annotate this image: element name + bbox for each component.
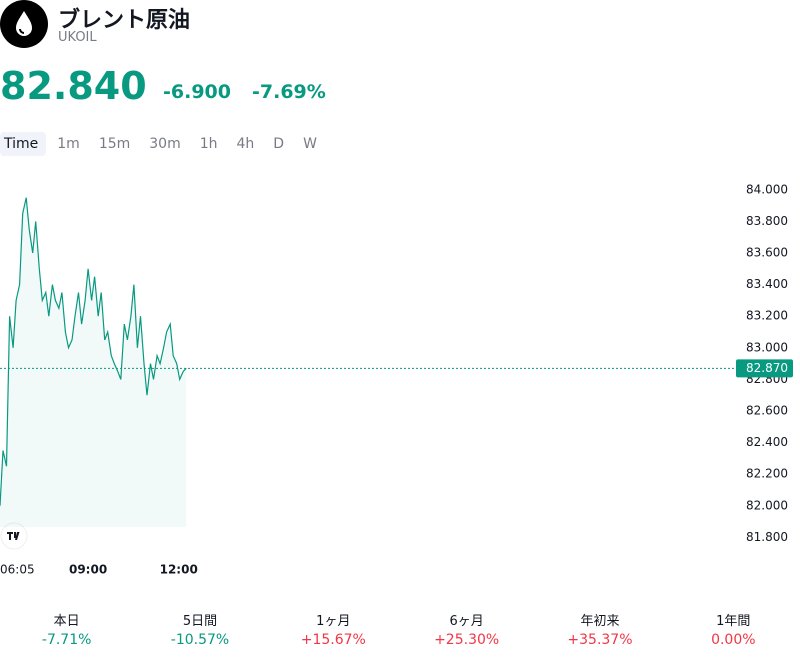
interval-tab[interactable]: 1m: [57, 136, 80, 152]
performance-value: 0.00%: [711, 632, 756, 648]
performance-label: 1年間: [716, 614, 751, 629]
instrument-symbol: UKOIL: [58, 30, 97, 45]
performance-label: 5日間: [182, 614, 218, 629]
interval-tabs: Time 1m 15m 30m 1h 4h D W: [0, 132, 328, 156]
price-change-pct: -7.69%: [252, 81, 326, 103]
interval-tab[interactable]: 1h: [199, 136, 218, 152]
y-tick-label: 83.000: [746, 340, 788, 354]
price-change: -6.900: [163, 81, 231, 103]
last-price-label: 82.870: [746, 361, 788, 375]
performance-cell[interactable]: 1ヶ月 +15.67%: [267, 610, 400, 648]
instrument-title: ブレント原油: [58, 8, 191, 33]
interval-tab[interactable]: D: [273, 136, 285, 152]
chart: 81.80082.00082.20082.40082.60082.80083.0…: [0, 182, 793, 577]
performance-value: +35.37%: [567, 632, 633, 648]
x-tick-label: 12:00: [160, 563, 198, 577]
performance-value: +25.30%: [434, 632, 500, 648]
performance-cell[interactable]: 6ヶ月 +25.30%: [400, 610, 533, 648]
price: 82.840: [0, 64, 147, 108]
interval-tab[interactable]: Time: [0, 132, 47, 156]
interval-tab[interactable]: 30m: [149, 136, 181, 152]
performance-value: -7.71%: [41, 632, 92, 648]
performance-cell[interactable]: 年初来 +35.37%: [533, 610, 666, 648]
performance-label: 1ヶ月: [316, 614, 351, 629]
y-tick-label: 83.400: [746, 277, 788, 291]
performance-row: 本日 -7.71% 5日間 -10.57% 1ヶ月 +15.67% 6ヶ月 +25.30% 年初…: [0, 610, 800, 648]
performance-cell[interactable]: 1年間 0.00%: [667, 610, 800, 648]
performance-cell[interactable]: 5日間 -10.57%: [133, 610, 266, 648]
y-tick-label: 81.800: [746, 530, 788, 544]
y-tick-label: 83.200: [746, 309, 788, 323]
price-line: [0, 197, 187, 506]
performance-cell[interactable]: 本日 -7.71%: [0, 610, 133, 648]
area-fill: [0, 197, 187, 527]
interval-tab[interactable]: 15m: [98, 136, 131, 152]
last-price-box: [736, 359, 793, 378]
performance-label: 年初来: [580, 614, 620, 629]
y-tick-label: 83.800: [746, 214, 788, 228]
tv-logo: [0, 522, 28, 550]
performance-value: +15.67%: [300, 632, 366, 648]
y-tick-label: 83.600: [746, 245, 788, 259]
performance-label: 6ヶ月: [449, 614, 484, 629]
y-tick-label: 82.000: [746, 498, 788, 512]
interval-tab[interactable]: W: [303, 136, 317, 152]
y-tick-label: 82.600: [746, 403, 788, 417]
symbol-icon: [0, 0, 48, 48]
y-tick-label: 84.000: [746, 182, 788, 196]
x-tick-label: 09:00: [69, 563, 107, 577]
x-tick-label: 06:05: [0, 563, 35, 577]
performance-value: -10.57%: [170, 632, 230, 648]
performance-label: 本日: [53, 614, 80, 629]
y-tick-label: 82.200: [746, 467, 788, 481]
y-tick-label: 82.400: [746, 435, 788, 449]
interval-tab[interactable]: 4h: [236, 136, 255, 152]
